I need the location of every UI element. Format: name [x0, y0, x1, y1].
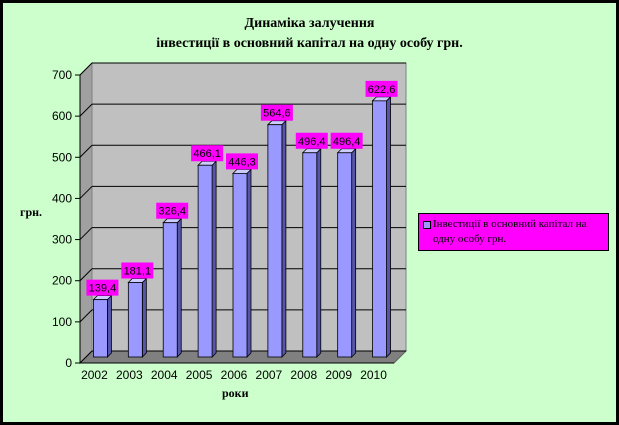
legend-label: Інвестиції в основний капітал на одну ос… — [433, 218, 587, 245]
gridline-side — [79, 350, 93, 364]
y-tick-label: 400 — [52, 191, 72, 205]
bar — [197, 164, 213, 358]
x-tick-label: 2002 — [81, 368, 108, 382]
chart-title-line2: інвестиції в основний капітал на одну ос… — [156, 36, 463, 51]
gridline-side — [79, 144, 93, 158]
data-label: 181,1 — [124, 265, 152, 277]
data-label-bg — [295, 132, 328, 149]
bar-side — [316, 147, 322, 358]
data-label: 139,4 — [89, 283, 117, 295]
y-tick-label: 500 — [52, 150, 72, 164]
data-label: 466,1 — [193, 148, 221, 160]
x-tick-label: 2008 — [290, 368, 317, 382]
y-tick-label: 700 — [52, 68, 72, 82]
y-tick-label: 300 — [52, 233, 72, 247]
y-tick-label: 600 — [52, 109, 72, 123]
bar — [162, 222, 178, 358]
data-label-bg — [330, 132, 363, 149]
gridline-side — [79, 268, 93, 282]
bar — [267, 124, 283, 358]
data-label: 564,6 — [263, 108, 291, 120]
data-label-bg — [260, 104, 293, 121]
y-axis-label: грн. — [20, 205, 43, 219]
bar-side — [107, 294, 112, 358]
x-axis-label: роки — [222, 386, 249, 400]
data-label: 496,4 — [333, 136, 361, 148]
data-label: 326,4 — [158, 206, 186, 218]
legend: Інвестиції в основний капітал на одну ос… — [418, 213, 609, 251]
x-tick-label: 2006 — [221, 368, 248, 382]
data-label: 622,6 — [368, 84, 396, 96]
y-tick-label: 100 — [52, 315, 72, 329]
data-label-bg — [86, 279, 119, 296]
bar — [232, 172, 248, 358]
bar — [372, 100, 387, 358]
side-wall — [79, 61, 93, 365]
data-label-bg — [365, 80, 398, 97]
bar-side — [386, 95, 391, 358]
data-label-bg — [121, 262, 154, 279]
chart-title-line1: Динаміка залучення — [244, 16, 375, 31]
gridline-side — [79, 103, 93, 117]
data-label-bg — [226, 153, 258, 170]
gridline-side — [79, 186, 93, 199]
gridline-side — [79, 309, 93, 323]
bar — [93, 299, 108, 358]
y-tick-label: 0 — [65, 356, 72, 370]
x-tick-label: 2005 — [186, 368, 213, 382]
bar-side — [351, 147, 357, 358]
bar-side — [246, 168, 252, 358]
bar-side — [141, 277, 147, 358]
data-label-bg — [191, 145, 224, 162]
x-tick-label: 2010 — [360, 368, 387, 382]
legend-swatch — [423, 221, 431, 229]
bar-side — [176, 217, 182, 358]
data-label-bg — [156, 202, 189, 219]
x-tick-label: 2009 — [325, 368, 352, 382]
bar — [127, 282, 143, 358]
bar-side — [281, 119, 287, 358]
bar — [302, 152, 318, 358]
data-label: 496,4 — [298, 136, 326, 148]
bar-side — [211, 160, 217, 358]
gridline-side — [79, 62, 93, 76]
x-tick-label: 2004 — [151, 368, 178, 382]
bar — [337, 152, 353, 358]
y-tick-label: 200 — [52, 274, 72, 288]
x-tick-label: 2007 — [256, 368, 283, 382]
data-label: 446,3 — [228, 156, 256, 168]
gridline-side — [79, 227, 93, 240]
chart-title: Динаміка залучення інвестиції в основний… — [0, 14, 619, 54]
x-tick-label: 2003 — [116, 368, 143, 382]
